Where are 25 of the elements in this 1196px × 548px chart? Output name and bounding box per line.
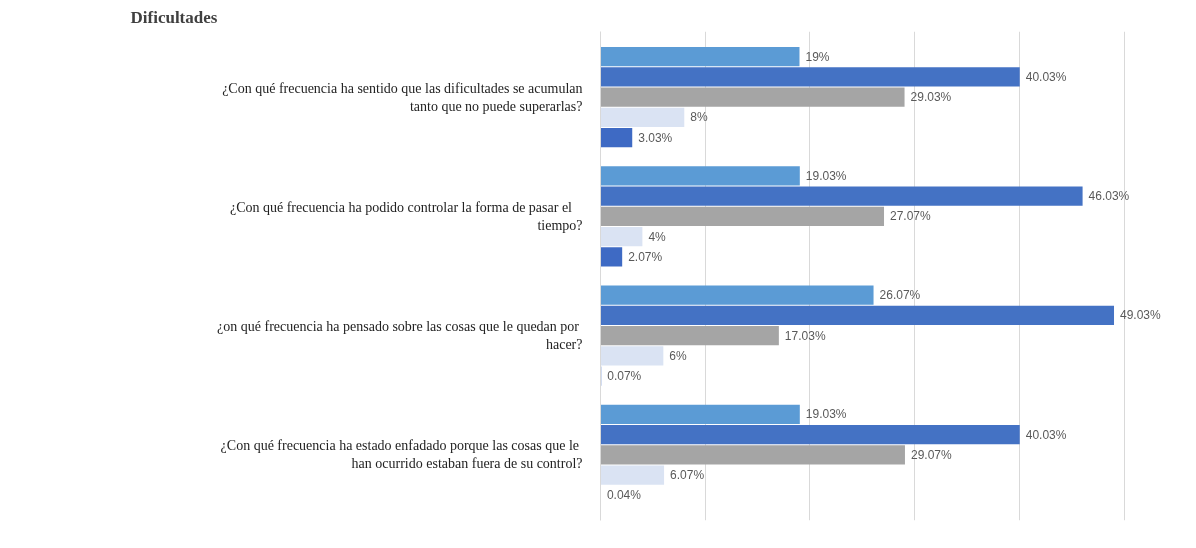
data-label: 46.03% — [1088, 189, 1130, 204]
data-label: 0.04% — [606, 488, 642, 503]
data-label: 29.07% — [910, 447, 952, 462]
data-label: 29.03% — [910, 90, 952, 105]
y-tick-label: ¿Con qué frecuencia ha estado enfadado porque las cosas que le han ocurrido estaban fuera de su control? — [220, 438, 583, 472]
data-label: 19.03% — [805, 168, 847, 183]
data-label: 6.07% — [670, 468, 705, 483]
data-label: 6% — [669, 348, 688, 363]
data-label: 27.07% — [890, 209, 932, 224]
data-label: 19% — [805, 49, 830, 64]
data-label: 8% — [690, 110, 708, 125]
data-label: 3.03% — [638, 130, 673, 145]
data-label: 17.03% — [784, 328, 826, 343]
data-label: 40.03% — [1025, 427, 1067, 442]
text: Dificultades — [130, 7, 218, 27]
data-label: 19.03% — [805, 407, 847, 422]
data-label: 0.07% — [607, 369, 642, 384]
data-label: 2.07% — [628, 249, 663, 264]
data-label: 26.07% — [879, 288, 921, 303]
data-label: 4% — [648, 229, 667, 244]
y-tick-label: ¿Con qué frecuencia ha sentido que las dificultades se acumulan tanto que no puede superarlas? — [222, 80, 583, 114]
y-tick-label: ¿Con qué frecuencia ha podido controlar la forma de pasar el tiempo? — [229, 199, 583, 233]
data-label: 40.03% — [1025, 69, 1067, 84]
data-label: 49.03% — [1120, 308, 1162, 323]
y-tick-label: ¿on qué frecuencia ha pensado sobre las cosas que le quedan por hacer? — [217, 319, 583, 353]
